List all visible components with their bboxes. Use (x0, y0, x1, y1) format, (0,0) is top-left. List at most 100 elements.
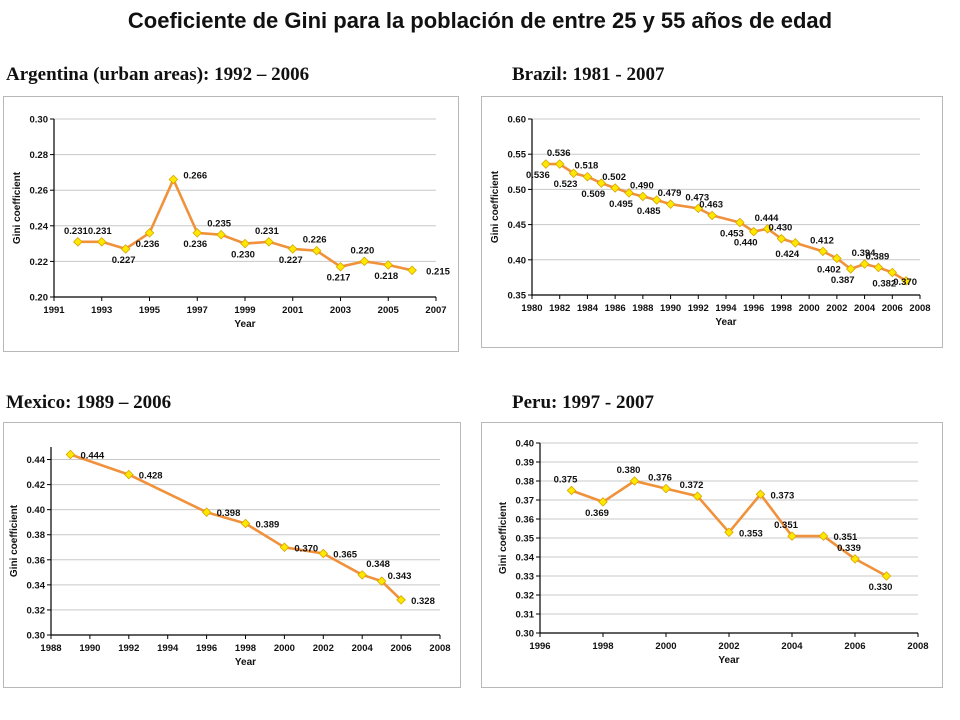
data-label: 0.330 (869, 582, 893, 593)
y-tick-label: 0.32 (27, 605, 46, 616)
y-tick-label: 0.40 (27, 505, 46, 516)
data-point (335, 261, 346, 272)
data-label: 0.389 (866, 252, 890, 263)
x-tick-label: 1998 (771, 303, 792, 314)
data-point (707, 210, 717, 221)
data-point (311, 245, 322, 256)
data-label: 0.348 (366, 559, 390, 570)
data-point (638, 191, 648, 202)
data-label: 0.235 (207, 219, 231, 230)
x-axis-label: Year (715, 317, 736, 328)
data-label: 0.328 (411, 596, 435, 607)
y-tick-label: 0.26 (30, 186, 49, 197)
data-point (279, 542, 290, 553)
data-point (541, 159, 551, 169)
data-label: 0.430 (769, 223, 793, 234)
x-tick-label: 1992 (688, 303, 709, 314)
data-label: 0.365 (333, 550, 357, 561)
x-tick-label: 1984 (577, 303, 599, 314)
data-label: 0.373 (771, 490, 795, 501)
data-label: 0.495 (609, 199, 633, 210)
data-point (818, 246, 828, 257)
data-point (240, 238, 250, 249)
x-tick-label: 2006 (391, 643, 412, 654)
data-label: 0.536 (547, 148, 571, 159)
data-point (735, 217, 745, 228)
data-label: 0.453 (720, 228, 744, 239)
x-tick-label: 2008 (909, 303, 930, 314)
data-label: 0.343 (388, 571, 412, 582)
x-tick-label: 1996 (743, 303, 764, 314)
x-tick-label: 2008 (907, 641, 928, 652)
chart-title-mexico: Mexico: 1989 – 2006 (6, 392, 172, 413)
data-label: 0.266 (183, 171, 207, 182)
y-tick-label: 0.34 (27, 580, 46, 591)
x-tick-label: 1996 (529, 641, 550, 652)
data-label: 0.479 (658, 188, 682, 199)
y-tick-label: 0.40 (516, 439, 535, 450)
data-point (264, 237, 274, 247)
x-axis-label: Year (234, 319, 255, 330)
x-tick-label: 2000 (274, 643, 295, 654)
data-point (383, 260, 394, 270)
data-point (832, 253, 842, 264)
data-label: 0.536 (526, 170, 550, 181)
x-tick-label: 1994 (715, 303, 737, 314)
x-tick-label: 1991 (43, 305, 65, 316)
x-tick-label: 1990 (660, 303, 681, 314)
data-point (787, 531, 797, 541)
x-tick-label: 1993 (91, 305, 112, 316)
data-label: 0.444 (80, 451, 104, 462)
data-label: 0.370 (893, 277, 917, 288)
x-tick-label: 2008 (429, 643, 450, 654)
data-label: 0.215 (426, 266, 450, 277)
chart-panel-mexico: 0.30 0.32 0.34 0.36 0.38 0.40 0.42 0.44 1988 1990… (3, 422, 461, 688)
data-point (318, 548, 329, 559)
data-point (120, 244, 131, 254)
peru-chart: 0.30 0.31 0.32 0.33 0.34 0.35 0.36 0.37 0.38 0.39… (498, 439, 929, 667)
data-point (755, 489, 766, 500)
y-tick-label: 0.28 (30, 150, 49, 161)
data-point (566, 485, 577, 496)
y-tick-label: 0.30 (27, 631, 46, 642)
x-tick-label: 2002 (313, 643, 334, 654)
chart-panel-argentina: 0.20 0.22 0.24 0.26 0.28 0.30 1991 1993 1995 1997… (3, 96, 459, 352)
data-point (357, 570, 367, 580)
data-point (168, 174, 179, 185)
data-point (96, 237, 107, 247)
data-label: 0.485 (637, 206, 661, 217)
data-label: 0.231 (64, 226, 88, 237)
data-label: 0.227 (279, 255, 303, 266)
data-point (790, 238, 801, 248)
data-label: 0.339 (837, 543, 861, 554)
data-label: 0.227 (112, 255, 136, 266)
data-point (881, 571, 892, 581)
data-point (859, 259, 870, 269)
data-point (192, 228, 203, 238)
data-label: 0.523 (554, 179, 578, 190)
series-line (70, 453, 403, 601)
x-tick-label: 1998 (235, 643, 256, 654)
x-tick-label: 1988 (40, 643, 61, 654)
data-label: 0.353 (739, 528, 763, 539)
data-label: 0.351 (774, 520, 798, 531)
y-tick-label: 0.50 (508, 185, 527, 196)
data-point (748, 226, 759, 237)
mexico-chart: 0.30 0.32 0.34 0.36 0.38 0.40 0.42 0.44 1988 1990… (9, 447, 451, 668)
chart-title-peru: Peru: 1997 - 2007 (512, 392, 654, 413)
data-point (287, 244, 298, 254)
y-tick-label: 0.60 (508, 115, 527, 126)
y-tick-label: 0.20 (30, 293, 49, 304)
data-point (216, 229, 226, 240)
y-axis-label: Gini coefficient (9, 504, 20, 577)
data-point (692, 491, 703, 501)
y-axis-label: Gini coefficient (490, 170, 501, 243)
x-tick-label: 1980 (521, 303, 542, 314)
y-tick-label: 0.44 (27, 455, 46, 466)
data-point (887, 267, 898, 278)
y-tick-label: 0.36 (516, 515, 535, 526)
y-tick-label: 0.31 (516, 610, 535, 621)
data-label: 0.473 (685, 192, 709, 203)
data-label: 0.375 (554, 475, 578, 486)
x-tick-label: 1988 (632, 303, 653, 314)
